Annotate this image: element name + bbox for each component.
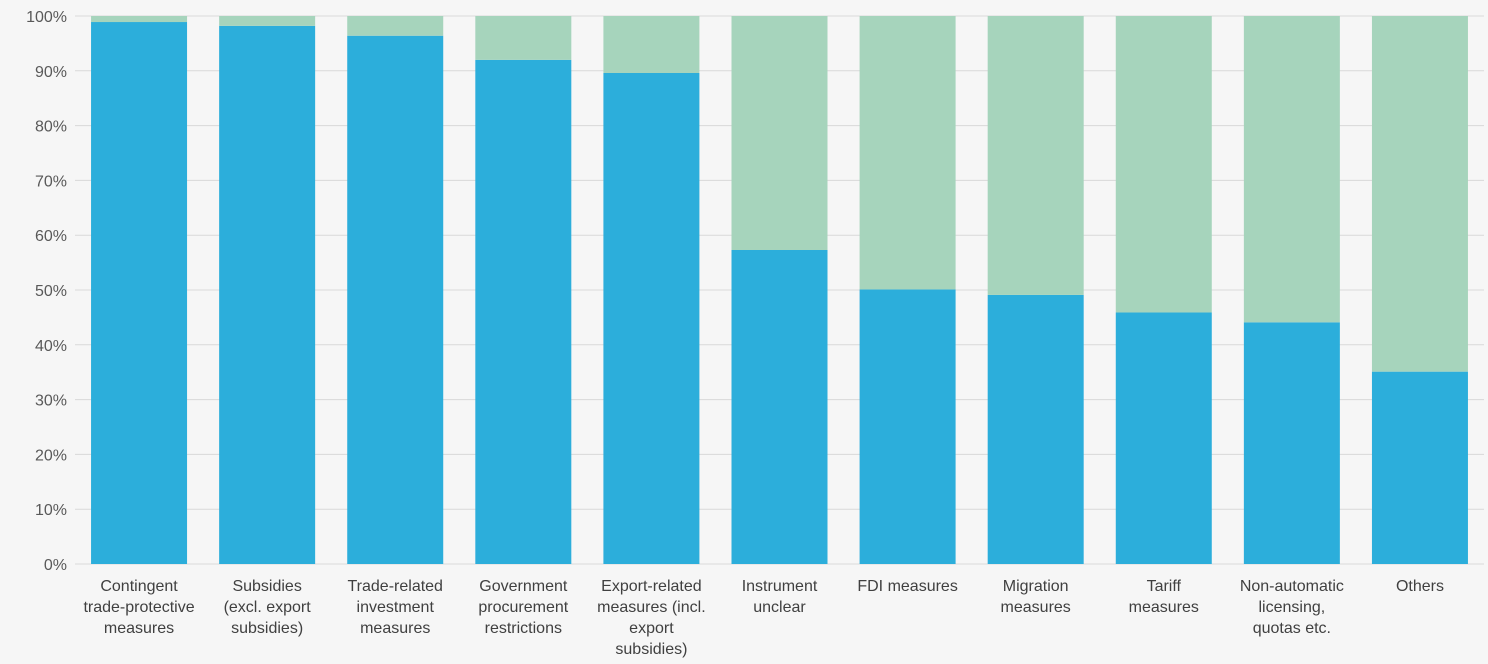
bars: [91, 16, 1468, 565]
bar-segment-series-2: [859, 16, 956, 290]
x-category-label-line: Non-automatic: [1240, 578, 1344, 595]
bar-segment-series-1: [859, 289, 956, 564]
x-category-label-line: Contingent: [100, 578, 178, 595]
bar-segment-series-2: [219, 16, 316, 26]
x-category-label-line: trade-protective: [83, 599, 194, 616]
x-axis-category-labels: Contingent trade-protective measures Subsid…: [83, 578, 1444, 658]
x-category-label-line: measures: [1129, 599, 1199, 616]
y-axis-tick-labels: 0% 10% 20% 30% 40% 50% 60% 70% 80% 90% 100%: [26, 9, 67, 574]
x-category-label-line: subsidies): [615, 641, 687, 658]
bar-segment-series-1: [1243, 322, 1340, 564]
x-category-label-line: Tariff: [1147, 578, 1182, 595]
x-category-label-line: FDI measures: [857, 578, 957, 595]
bar-segment-series-2: [1243, 16, 1340, 323]
bar-segment-series-2: [1115, 16, 1212, 313]
y-tick-label: 0%: [44, 557, 67, 574]
x-category-label: Tariff measures: [1129, 578, 1199, 616]
x-category-label-line: measures: [1001, 599, 1071, 616]
x-category-label-line: Export-related: [601, 578, 702, 595]
x-category-label-line: measures (incl.: [597, 599, 705, 616]
x-category-label-line: procurement: [478, 599, 568, 616]
x-category-label: Non-automatic licensing, quotas etc.: [1240, 578, 1344, 637]
x-category-label: FDI measures: [857, 578, 957, 595]
x-category-label: Government procurement restrictions: [478, 578, 568, 637]
bar-segment-series-2: [987, 16, 1084, 295]
y-tick-label: 10%: [35, 502, 67, 519]
bar-segment-series-1: [347, 35, 444, 564]
bar-segment-series-1: [731, 249, 828, 564]
x-category-label-line: measures: [360, 620, 430, 637]
x-category-label: Migration measures: [1001, 578, 1071, 616]
x-category-label-line: Instrument: [742, 578, 818, 595]
x-category-label-line: Subsidies: [232, 578, 301, 595]
x-category-label-line: Trade-related: [348, 578, 443, 595]
x-category-label-line: export: [629, 620, 674, 637]
bar-segment-series-1: [987, 294, 1084, 564]
bar-segment-series-1: [603, 72, 700, 564]
bar-segment-series-2: [347, 16, 444, 36]
bar-segment-series-1: [219, 25, 316, 564]
y-tick-label: 70%: [35, 173, 67, 190]
x-category-label-line: investment: [357, 599, 435, 616]
bar-segment-series-1: [1115, 312, 1212, 564]
bar-segment-series-1: [1371, 371, 1468, 564]
y-tick-label: 80%: [35, 119, 67, 136]
bar-segment-series-2: [91, 16, 188, 23]
y-tick-label: 90%: [35, 64, 67, 81]
x-category-label: Instrument unclear: [742, 578, 818, 616]
x-category-label-line: quotas etc.: [1253, 620, 1331, 637]
bar-segment-series-1: [475, 59, 572, 565]
bar-segment-series-2: [1371, 16, 1468, 372]
x-category-label-line: Migration: [1003, 578, 1069, 595]
x-category-label: Trade-related investment measures: [348, 578, 443, 637]
x-category-label: Contingent trade-protective measures: [83, 578, 194, 637]
x-category-label: Export-related measures (incl. export subsi…: [597, 578, 705, 658]
y-tick-label: 30%: [35, 393, 67, 410]
bar-segment-series-2: [475, 16, 572, 60]
x-category-label-line: (excl. export: [224, 599, 312, 616]
bar-segment-series-2: [603, 16, 700, 73]
x-category-label-line: unclear: [753, 599, 806, 616]
y-tick-label: 60%: [35, 228, 67, 245]
bar-segment-series-2: [731, 16, 828, 250]
x-category-label-line: measures: [104, 620, 174, 637]
x-category-label: Subsidies (excl. export subsidies): [224, 578, 312, 637]
x-category-label-line: Others: [1396, 578, 1444, 595]
x-category-label-line: subsidies): [231, 620, 303, 637]
x-category-label: Others: [1396, 578, 1444, 595]
x-category-label-line: licensing,: [1259, 599, 1326, 616]
y-tick-label: 50%: [35, 283, 67, 300]
bar-segment-series-1: [91, 22, 188, 564]
y-tick-label: 20%: [35, 447, 67, 464]
x-category-label-line: Government: [479, 578, 568, 595]
y-tick-label: 100%: [26, 9, 67, 26]
x-category-label-line: restrictions: [485, 620, 562, 637]
y-tick-label: 40%: [35, 338, 67, 355]
